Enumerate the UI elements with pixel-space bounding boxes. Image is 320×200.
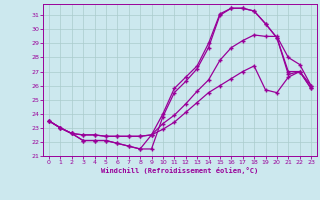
X-axis label: Windchill (Refroidissement éolien,°C): Windchill (Refroidissement éolien,°C)	[101, 167, 259, 174]
